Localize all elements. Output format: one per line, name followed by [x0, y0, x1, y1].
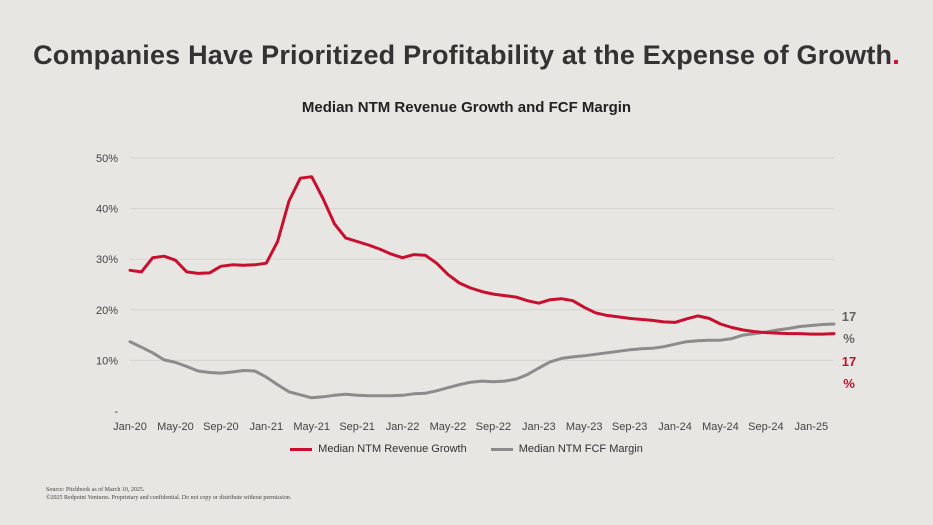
legend-swatch-revenue — [290, 447, 313, 451]
legend-label-fcf: Median NTM FCF Margin — [518, 443, 643, 455]
x-tick-label: May-22 — [430, 421, 467, 433]
y-tick-label: 50% — [96, 153, 118, 165]
x-tick-label: Jan-20 — [113, 421, 147, 433]
y-tick-label: 10% — [96, 355, 118, 367]
x-tick-label: Sep-23 — [612, 421, 647, 433]
y-axis-ticks: - 10% 20% 30% 40% 50% — [96, 153, 118, 418]
gridlines — [130, 157, 834, 361]
x-tick-label: Sep-21 — [339, 421, 374, 433]
series-lines — [128, 175, 836, 400]
x-tick-label: Jan-24 — [658, 421, 692, 433]
line-revenue-growth — [128, 175, 836, 336]
legend-item-revenue: Median NTM Revenue Growth — [290, 443, 467, 455]
x-tick-label: Sep-22 — [476, 421, 511, 433]
legend-item-fcf: Median NTM FCF Margin — [490, 443, 643, 455]
legend-swatch-fcf — [490, 447, 513, 451]
chart-legend: Median NTM Revenue Growth Median NTM FCF… — [0, 443, 933, 455]
x-tick-label: May-23 — [566, 421, 603, 433]
x-tick-label: Sep-20 — [203, 421, 238, 433]
x-tick-label: Sep-24 — [748, 421, 783, 433]
slide-headline: Companies Have Prioritized Profitability… — [33, 40, 900, 70]
end-label-revenue: 17% — [842, 354, 856, 391]
y-tick-label: - — [114, 406, 118, 418]
x-tick-label: Jan-21 — [249, 421, 283, 433]
x-tick-label: Jan-25 — [794, 421, 828, 433]
x-axis-ticks: Jan-20 May-20 Sep-20 Jan-21 May-21 Sep-21 Jan-… — [113, 421, 828, 433]
y-tick-label: 20% — [96, 305, 118, 317]
chart-title: Median NTM Revenue Growth and FCF Margin — [301, 99, 632, 116]
legend-label-revenue: Median NTM Revenue Growth — [318, 443, 467, 455]
x-tick-label: May-21 — [293, 421, 330, 433]
y-tick-label: 30% — [96, 254, 118, 266]
end-labels: 17 %17% — [842, 309, 856, 391]
end-label-fcf: 17% — [842, 309, 856, 346]
y-tick-label: 40% — [96, 204, 118, 216]
copyright-note: ©2025 Redpoint Ventures. Proprietary and… — [46, 495, 292, 501]
source-note: Source: Pitchbook as of March 10, 2025. — [46, 487, 145, 493]
headline-accent-dot: . — [892, 40, 900, 70]
x-tick-label: May-24 — [702, 421, 739, 433]
x-tick-label: Jan-22 — [386, 421, 420, 433]
line-fcf-margin — [128, 322, 836, 400]
x-tick-label: Jan-23 — [522, 421, 556, 433]
x-tick-label: May-20 — [157, 421, 194, 433]
footer-notes: Source: Pitchbook as of March 10, 2025. … — [46, 486, 291, 502]
